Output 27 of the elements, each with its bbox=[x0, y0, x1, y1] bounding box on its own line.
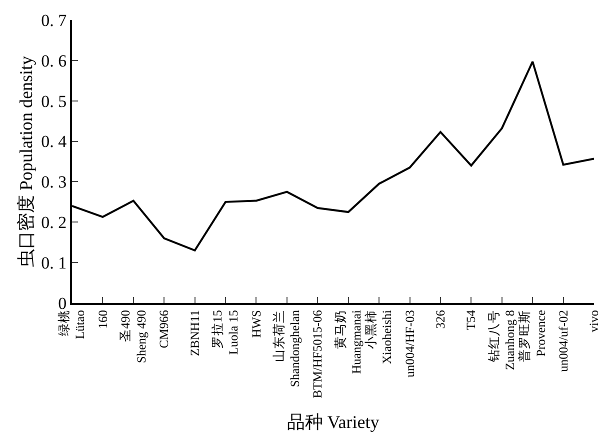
x-tick-label: 326 bbox=[434, 310, 448, 329]
y-tick-label: 0. 2 bbox=[41, 213, 67, 232]
x-tick-label: 山东荷兰 Shandonghelan bbox=[272, 309, 302, 388]
x-tick-label: un004/HF-03 bbox=[402, 310, 417, 378]
x-tick-label: un004/uf-02 bbox=[556, 310, 570, 372]
x-tick-label: 罗拉15 Luola 15 bbox=[210, 310, 241, 355]
x-tick-label: 钻红八号 Zuanhong 8 bbox=[486, 310, 518, 370]
x-tick-label: 小黑柿 Xiaoheishi bbox=[364, 309, 394, 364]
y-tick-label: 0. 7 bbox=[41, 10, 68, 30]
y-tick-label: 0. 6 bbox=[41, 51, 67, 70]
x-tick-label: T54 bbox=[464, 309, 478, 330]
y-axis-title: 虫口密度 Population density bbox=[16, 56, 36, 267]
y-tick-label: 0. 5 bbox=[41, 92, 67, 111]
x-tick-label: 普罗旺斯 Provence bbox=[516, 310, 548, 362]
x-tick-label: 圣490 Sheng 490 bbox=[118, 310, 149, 364]
x-tick-label: CM966 bbox=[157, 310, 172, 348]
y-tick-label: 0. 4 bbox=[41, 132, 68, 152]
x-tick-label: vivo bbox=[587, 310, 602, 332]
x-axis-title: 品种 Variety bbox=[286, 412, 380, 432]
x-tick-label: ZBNH11 bbox=[188, 310, 202, 356]
x-tick-label: 160 bbox=[96, 310, 110, 329]
x-tick-label: HWS bbox=[249, 310, 264, 338]
y-tick-label: 0. 1 bbox=[41, 254, 67, 273]
y-tick-label: 0. 3 bbox=[41, 172, 67, 192]
x-tick-label: 黄马奶 Huangmanai bbox=[333, 309, 364, 374]
x-tick-label: BTM/HF5015-06 bbox=[310, 310, 325, 398]
x-tick-label: 绿桃 Lütao bbox=[56, 310, 88, 340]
